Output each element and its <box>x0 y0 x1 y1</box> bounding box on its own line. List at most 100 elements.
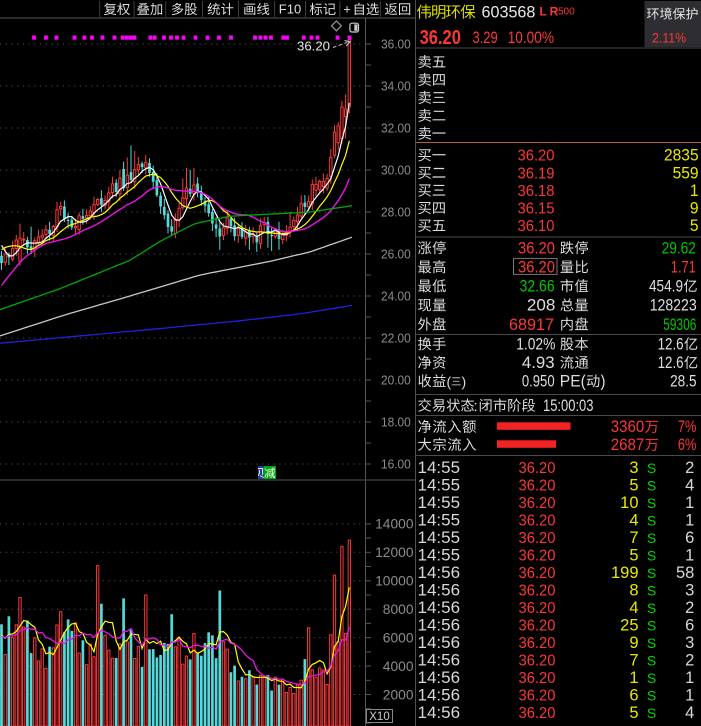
svg-text:559: 559 <box>673 163 699 182</box>
svg-text:36.20: 36.20 <box>519 687 556 704</box>
svg-text:F10: F10 <box>279 2 301 17</box>
svg-text:R: R <box>550 5 559 19</box>
svg-text:36.00: 36.00 <box>381 37 411 52</box>
svg-text:14000: 14000 <box>375 517 414 532</box>
svg-text:36.20: 36.20 <box>519 460 556 477</box>
svg-text:36.20: 36.20 <box>420 26 461 49</box>
svg-text:9: 9 <box>629 634 638 652</box>
svg-text:14:56: 14:56 <box>418 563 461 582</box>
svg-text:1.02%: 1.02% <box>516 335 555 354</box>
svg-text:14:55: 14:55 <box>418 493 461 512</box>
svg-text:S: S <box>647 495 656 511</box>
svg-text:68917: 68917 <box>509 315 554 334</box>
svg-text:9: 9 <box>690 199 699 218</box>
svg-text:S: S <box>647 513 656 529</box>
svg-text:2000: 2000 <box>383 687 414 702</box>
svg-text:36.19: 36.19 <box>518 165 555 182</box>
svg-text:3: 3 <box>629 459 638 477</box>
svg-text:2: 2 <box>685 651 694 669</box>
svg-text:8000: 8000 <box>383 602 414 617</box>
svg-text:6: 6 <box>685 616 694 634</box>
svg-text:14:55: 14:55 <box>418 458 461 477</box>
svg-text:6%: 6% <box>678 435 697 454</box>
svg-text:36.20: 36.20 <box>297 39 330 54</box>
svg-text:5: 5 <box>690 216 699 235</box>
svg-text:(: ( <box>447 374 452 390</box>
svg-text:10: 10 <box>620 494 638 512</box>
svg-text:36.20: 36.20 <box>519 478 556 495</box>
svg-text:S: S <box>647 530 656 546</box>
svg-text:14:55: 14:55 <box>418 476 461 495</box>
svg-text:2687: 2687 <box>611 435 645 454</box>
svg-text:36.20: 36.20 <box>519 565 556 582</box>
svg-text:7%: 7% <box>678 417 697 436</box>
svg-text:603568: 603568 <box>482 3 536 22</box>
svg-text:4: 4 <box>685 704 694 722</box>
svg-text:59306: 59306 <box>663 315 696 334</box>
svg-text:6000: 6000 <box>383 630 414 645</box>
svg-text:S: S <box>647 705 656 721</box>
svg-text:4: 4 <box>629 599 638 617</box>
svg-text:S: S <box>647 617 656 633</box>
svg-text:28.00: 28.00 <box>381 205 411 220</box>
svg-text:7: 7 <box>629 651 638 669</box>
svg-text:36.20: 36.20 <box>519 635 556 652</box>
svg-text:25: 25 <box>620 616 638 634</box>
svg-text:5: 5 <box>629 704 638 722</box>
svg-text:24.00: 24.00 <box>381 289 411 304</box>
svg-text:14:55: 14:55 <box>418 511 461 530</box>
svg-text:20.00: 20.00 <box>381 373 411 388</box>
svg-text:10000: 10000 <box>375 574 414 589</box>
svg-text:14:56: 14:56 <box>418 633 461 652</box>
svg-text:14:56: 14:56 <box>418 668 461 687</box>
svg-text:7: 7 <box>629 529 638 547</box>
svg-text:5: 5 <box>629 547 638 565</box>
svg-text:22.00: 22.00 <box>381 331 411 346</box>
svg-text:36.20: 36.20 <box>519 652 556 669</box>
svg-text:34.00: 34.00 <box>381 79 411 94</box>
svg-text:4.93: 4.93 <box>522 353 555 372</box>
svg-text:208: 208 <box>527 296 556 315</box>
svg-text:L: L <box>539 5 546 19</box>
svg-text:30.00: 30.00 <box>381 163 411 178</box>
svg-text:36.20: 36.20 <box>519 583 556 600</box>
svg-text:6: 6 <box>629 686 638 704</box>
svg-text:S: S <box>647 548 656 564</box>
svg-text:2: 2 <box>685 599 694 617</box>
svg-text:3: 3 <box>685 582 694 600</box>
svg-text:1: 1 <box>685 669 694 687</box>
svg-text:26.00: 26.00 <box>381 247 411 262</box>
svg-text:1: 1 <box>690 181 699 200</box>
svg-text:S: S <box>647 600 656 616</box>
svg-text:1.71: 1.71 <box>671 258 696 277</box>
svg-text:14:55: 14:55 <box>418 546 461 565</box>
svg-text:12000: 12000 <box>375 545 414 560</box>
svg-text:500: 500 <box>558 7 575 18</box>
svg-text:28.5: 28.5 <box>670 372 697 391</box>
svg-text::: : <box>474 398 478 415</box>
svg-text:1: 1 <box>685 494 694 512</box>
svg-text:36.20: 36.20 <box>518 239 555 258</box>
svg-text:3.29: 3.29 <box>473 28 498 47</box>
svg-text:36.20: 36.20 <box>519 600 556 617</box>
svg-text:S: S <box>647 652 656 668</box>
svg-text:58: 58 <box>676 564 694 582</box>
svg-text:S: S <box>647 687 656 703</box>
svg-text:36.10: 36.10 <box>518 218 555 235</box>
svg-text:S: S <box>647 565 656 581</box>
svg-text:36.15: 36.15 <box>518 201 555 218</box>
svg-text:PE(: PE( <box>560 372 586 391</box>
svg-text:32.66: 32.66 <box>520 277 555 296</box>
svg-text:36.18: 36.18 <box>518 183 555 200</box>
svg-text:15:00:03: 15:00:03 <box>543 396 594 415</box>
svg-text:0.950: 0.950 <box>522 372 555 391</box>
svg-text:32.00: 32.00 <box>381 121 411 136</box>
svg-text:16.00: 16.00 <box>381 457 411 472</box>
svg-text:199: 199 <box>611 564 639 582</box>
svg-text:S: S <box>647 670 656 686</box>
svg-text:36.20: 36.20 <box>519 617 556 634</box>
svg-text:36.20: 36.20 <box>519 530 556 547</box>
svg-text:10.00%: 10.00% <box>508 28 554 47</box>
svg-text:12.6: 12.6 <box>658 353 684 372</box>
svg-text:36.20: 36.20 <box>519 670 556 687</box>
